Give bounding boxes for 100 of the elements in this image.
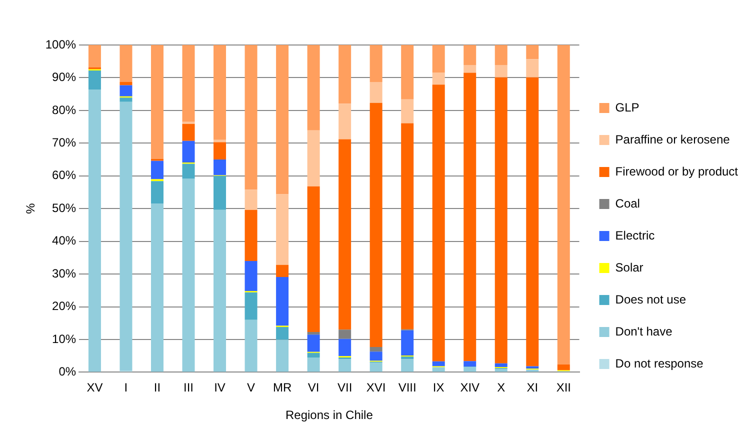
bar	[120, 98, 132, 102]
bar	[432, 367, 445, 372]
x-tick-label: VIII	[398, 380, 416, 395]
bar	[338, 330, 352, 339]
bar	[401, 359, 414, 372]
x-tick-label: III	[184, 380, 194, 395]
bar	[244, 45, 258, 190]
y-tick-label: 50%	[52, 200, 76, 215]
bar	[276, 45, 289, 194]
bar	[214, 160, 226, 176]
y-tick-label: 20%	[52, 299, 76, 314]
bar	[401, 45, 414, 100]
bar	[182, 45, 195, 122]
bar	[494, 363, 508, 367]
bar	[182, 178, 195, 372]
legend-label: Does not use	[615, 292, 686, 306]
legend-label: Do not response	[615, 356, 704, 370]
legend-label: Firewood or by product	[615, 164, 739, 178]
bar	[338, 45, 352, 104]
bar	[494, 77, 508, 364]
bar	[432, 72, 445, 85]
bar	[182, 124, 195, 141]
bar	[307, 130, 320, 186]
bar	[120, 45, 132, 82]
bar	[401, 99, 414, 124]
bar	[464, 72, 476, 362]
bar	[338, 359, 352, 372]
bar	[370, 102, 382, 348]
x-tick-label: MR	[272, 380, 292, 395]
x-tick-label: IX	[432, 380, 444, 395]
bar	[276, 194, 289, 265]
bar	[244, 320, 258, 372]
x-tick-label: X	[497, 380, 506, 395]
bar	[276, 276, 289, 326]
x-tick-label: IV	[214, 380, 226, 395]
legend-label: Coal	[615, 196, 640, 210]
x-tick-label: II	[154, 380, 161, 395]
bar	[526, 59, 539, 78]
y-tick-label: 10%	[52, 332, 76, 346]
bar	[120, 82, 132, 86]
legend-label: GLP	[615, 100, 640, 114]
y-tick-label: 30%	[52, 266, 76, 280]
x-tick-label: I	[124, 380, 128, 395]
bar	[307, 334, 320, 352]
bar	[214, 176, 226, 210]
bar	[88, 45, 101, 68]
bar	[338, 104, 352, 140]
bar	[307, 332, 320, 335]
bar	[150, 45, 164, 159]
y-tick-label: 100%	[45, 37, 76, 52]
x-tick-label: VII	[337, 380, 352, 395]
bar	[494, 45, 508, 65]
bar	[557, 364, 570, 370]
bar	[526, 45, 539, 60]
bar	[307, 357, 320, 372]
bar	[182, 164, 195, 178]
x-tick-label: XII	[556, 380, 571, 395]
bar	[370, 347, 382, 352]
x-axis-title: Regions in Chile	[285, 408, 374, 422]
y-axis-title: %	[24, 202, 38, 214]
bar	[307, 352, 320, 358]
bar	[150, 160, 164, 180]
bar	[464, 361, 476, 367]
y-tick-label: 0%	[58, 364, 76, 379]
y-tick-label: 70%	[52, 135, 76, 150]
x-tick-label: XV	[86, 380, 103, 395]
bar	[526, 77, 539, 366]
bar	[370, 362, 382, 372]
bar	[464, 64, 476, 73]
bar	[150, 204, 164, 372]
x-tick-label: XVI	[366, 380, 386, 395]
bar	[244, 260, 258, 292]
bar	[307, 186, 320, 332]
bar	[338, 139, 352, 330]
bar	[401, 330, 414, 356]
bar	[338, 338, 352, 356]
bar	[276, 340, 289, 372]
bar	[464, 45, 476, 65]
x-tick-label: XIV	[460, 380, 480, 395]
x-tick-label: VI	[308, 380, 320, 395]
legend-label: Electric	[615, 228, 655, 242]
bar	[244, 210, 258, 261]
y-tick-label: 60%	[52, 168, 76, 182]
bar	[276, 327, 289, 340]
bar	[370, 45, 382, 82]
bar	[244, 190, 258, 210]
bar	[120, 102, 132, 371]
bar	[276, 264, 289, 277]
legend-label: Solar	[615, 260, 644, 274]
bar	[494, 64, 508, 78]
bar	[370, 352, 382, 361]
legend-label: Don't have	[615, 324, 673, 338]
bar	[88, 70, 101, 90]
bar	[244, 292, 258, 320]
x-tick-label: XI	[526, 380, 538, 395]
bar	[150, 181, 164, 204]
bar	[370, 82, 382, 103]
bar	[432, 45, 445, 72]
bar	[432, 361, 445, 366]
x-tick-label: V	[247, 380, 256, 395]
